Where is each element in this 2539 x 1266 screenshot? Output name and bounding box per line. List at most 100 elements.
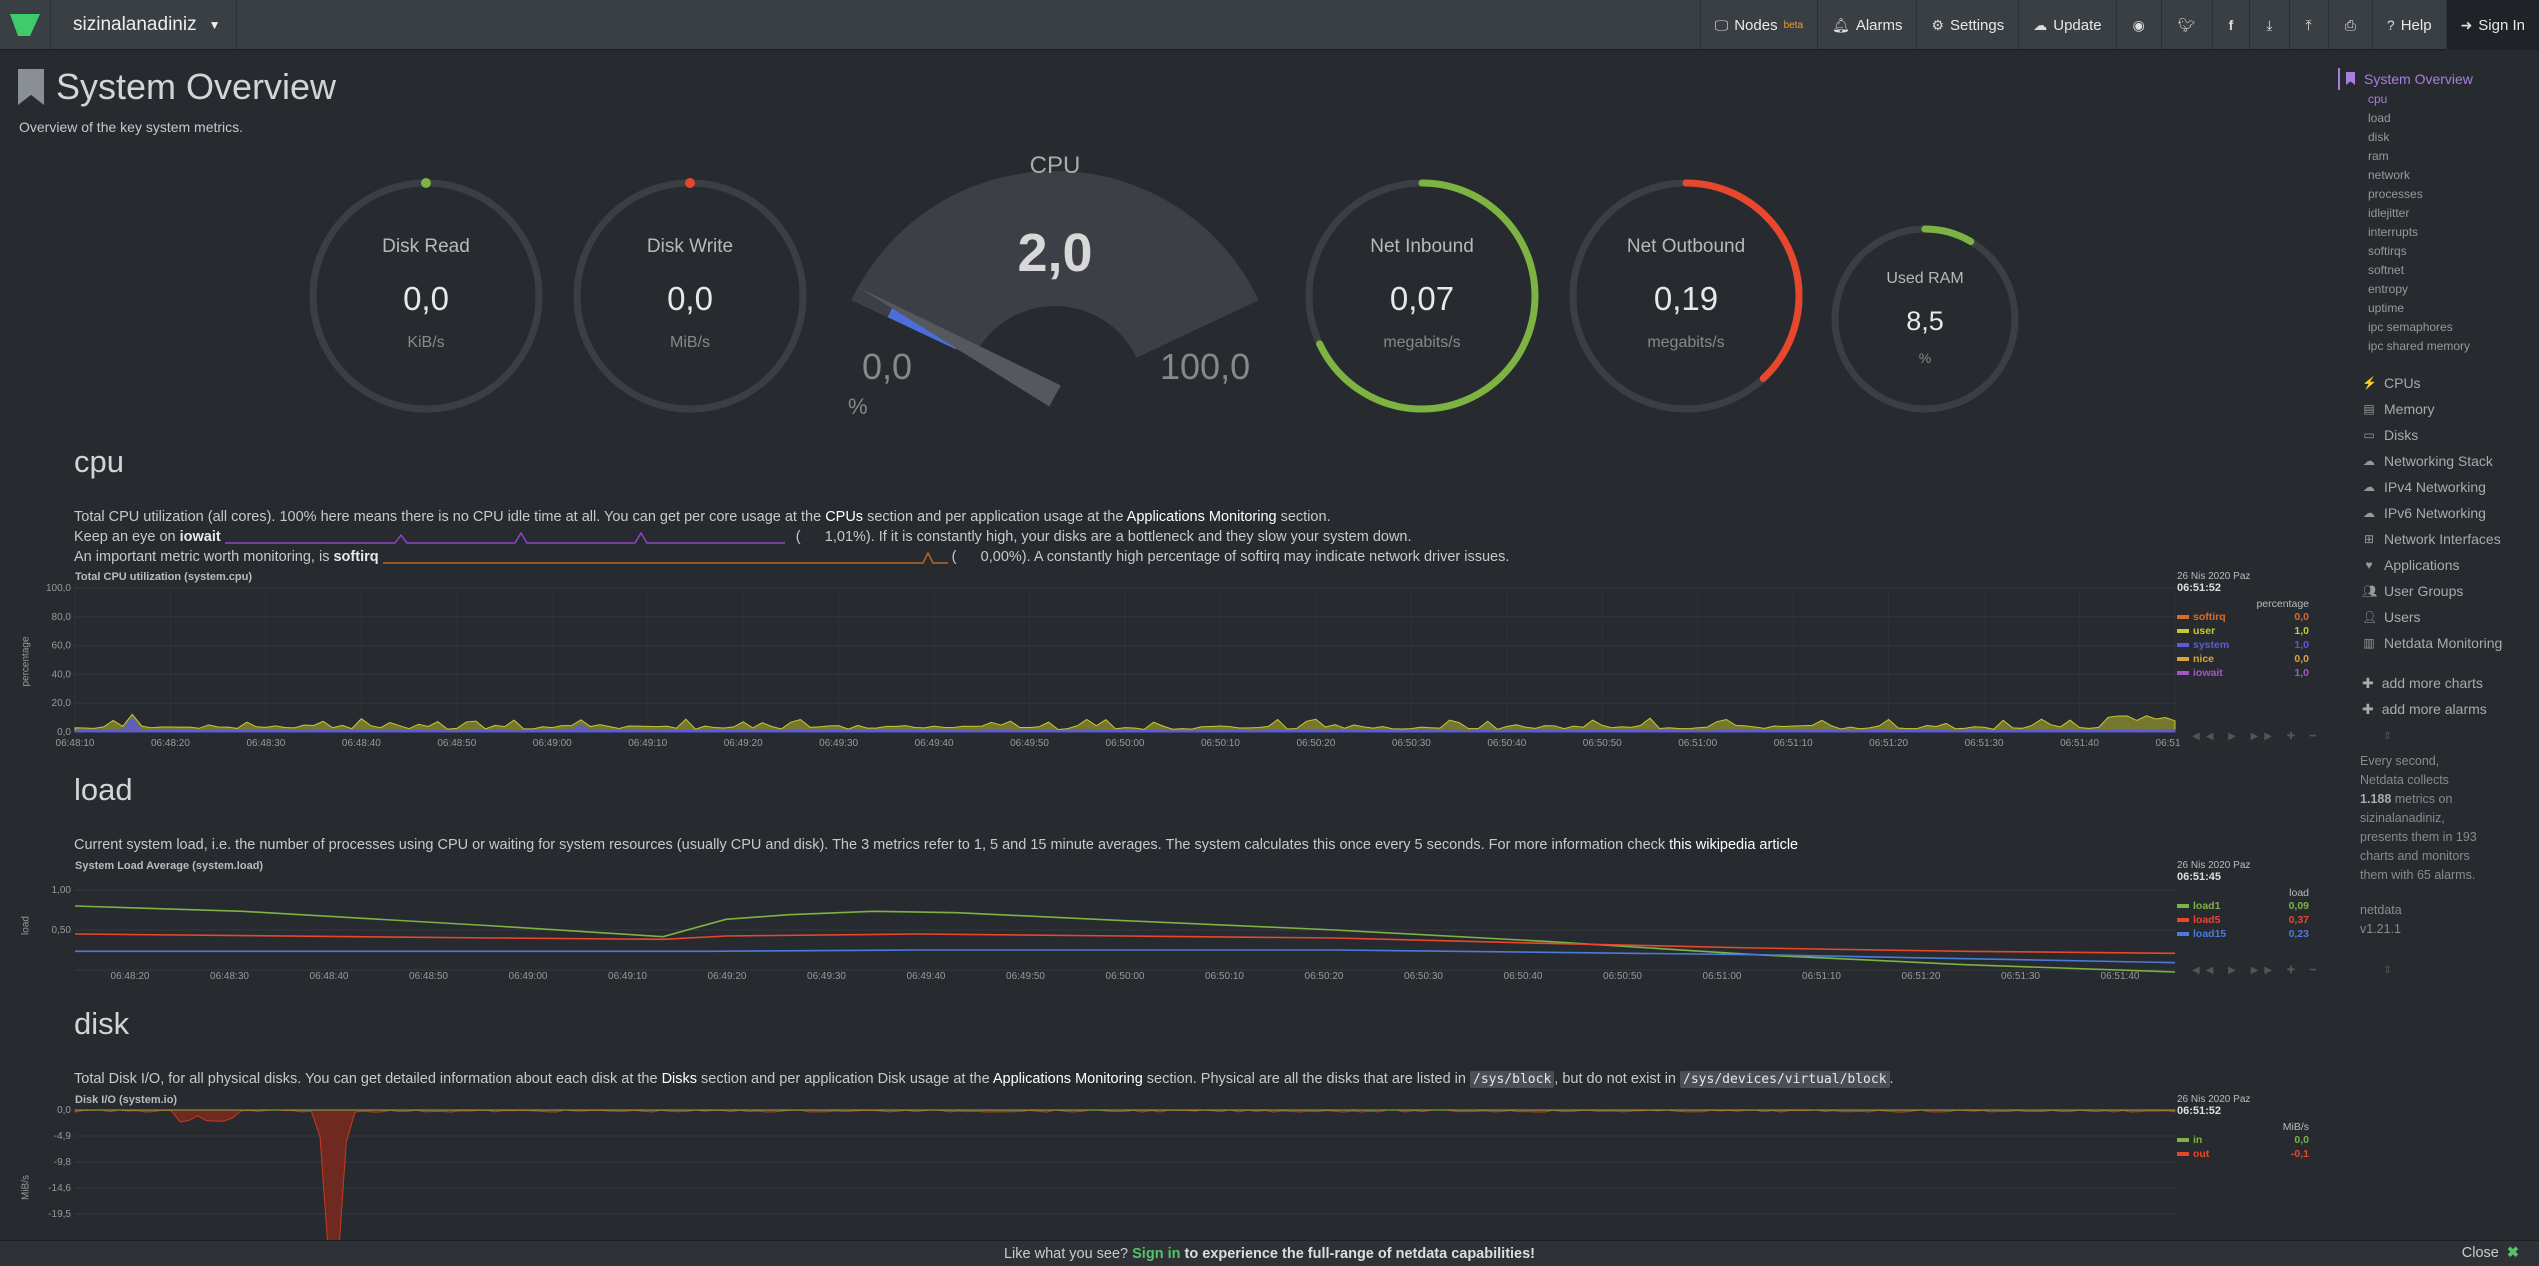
sidebar-sub-load[interactable]: load	[2368, 111, 2391, 125]
legend-item-system[interactable]: system 1,0	[2177, 638, 2309, 652]
github-button[interactable]: ◉	[2115, 0, 2161, 50]
sidebar-sub-network[interactable]: network	[2368, 168, 2411, 182]
sidebar-item-applications[interactable]: ♥ Applications	[2338, 552, 2538, 578]
used-ram-value: 8,5	[1906, 306, 1944, 336]
legend-item-iowait[interactable]: iowait 1,0	[2177, 666, 2309, 680]
x-tick-label: 06:50:30	[1404, 971, 1443, 982]
settings-button[interactable]: ⚙ Settings	[1916, 0, 2018, 50]
cpu-gauge[interactable]: CPU 2,0 0,0 100,0 %	[820, 146, 1290, 426]
help-button[interactable]: ? Help	[2371, 0, 2446, 50]
net-outbound-gauge[interactable]: Net Outbound 0,19 megabits/s	[1566, 176, 1806, 416]
disk-write-gauge[interactable]: Disk Write 0,0 MiB/s	[570, 176, 810, 416]
legend-item-out[interactable]: out -0,1	[2177, 1147, 2309, 1161]
legend-item-softirq[interactable]: softirq 0,0	[2177, 610, 2309, 624]
applications-monitoring-link[interactable]: Applications Monitoring	[992, 1071, 1143, 1087]
disk-read-gauge[interactable]: Disk Read 0,0 KiB/s	[306, 176, 546, 416]
sidebar-sub-interrupts[interactable]: interrupts	[2368, 225, 2419, 239]
used-ram-gauge[interactable]: Used RAM 8,5 %	[1828, 222, 2022, 416]
print-button[interactable]: ⎙	[2327, 0, 2372, 50]
metrics-count: 1.188	[2360, 792, 2392, 806]
legend-item-nice[interactable]: nice 0,0	[2177, 652, 2309, 666]
sidebar-sub-cpu[interactable]: cpu	[2368, 92, 2388, 106]
sidebar-item-user-groups[interactable]: 👥︎ User Groups	[2338, 578, 2538, 604]
bookmark-icon	[2346, 72, 2355, 85]
series-load15	[75, 949, 2176, 964]
sidebar-sub-disk[interactable]: disk	[2368, 130, 2390, 144]
net-outbound-label: Net Outbound	[1626, 236, 1746, 257]
netdata-logo[interactable]	[0, 0, 50, 50]
sidebar-item-ipv6-networking[interactable]: ☁ IPv6 Networking	[2338, 500, 2538, 526]
sidebar-sub-processes[interactable]: processes	[2368, 187, 2423, 201]
legend-item-load5[interactable]: load5 0,37	[2177, 913, 2309, 927]
download-button[interactable]: ⤓	[2249, 0, 2288, 50]
disk-chart[interactable]: 0,0 -4,9 -9,8 -14,6 -19,5	[0, 1104, 2180, 1240]
sign-in-button[interactable]: ➜ Sign In	[2445, 0, 2539, 50]
twitter-button[interactable]: 🐦︎	[2160, 0, 2212, 50]
legend-item-user[interactable]: user 1,0	[2177, 624, 2309, 638]
net-inbound-gauge[interactable]: Net Inbound 0,07 megabits/s	[1302, 176, 1542, 416]
sidebar-sub-ram[interactable]: ram	[2368, 149, 2389, 163]
legend-swatch	[2177, 671, 2189, 675]
brand-name[interactable]: netdata	[2360, 903, 2402, 917]
alarms-button[interactable]: 🔔︎ Alarms	[1817, 0, 1916, 50]
sidebar-sub-softirqs[interactable]: softirqs	[2368, 244, 2407, 258]
sidebar-item-system-overview[interactable]: System Overview	[2338, 68, 2538, 90]
banner-sign-in-link[interactable]: Sign in	[1132, 1245, 1181, 1262]
y-tick-label: -19,5	[48, 1209, 71, 1220]
sidebar-item-network-interfaces[interactable]: ⊞ Network Interfaces	[2338, 526, 2538, 552]
sidebar-item-label: Network Interfaces	[2384, 531, 2501, 547]
used-ram-unit: %	[1918, 350, 1932, 366]
print-icon: ⎙	[2344, 16, 2356, 33]
sidebar-sub-ipc-shared-memory[interactable]: ipc shared memory	[2368, 339, 2471, 353]
sidebar-sub-entropy[interactable]: entropy	[2368, 282, 2409, 296]
sidebar-item-label: IPv6 Networking	[2384, 505, 2486, 521]
x-tick-label: 06:51:00	[1678, 738, 1717, 749]
legend-item-load1[interactable]: load1 0,09	[2177, 899, 2309, 913]
update-button[interactable]: ☁ Update	[2018, 0, 2115, 50]
sidebar-sub-uptime[interactable]: uptime	[2368, 301, 2405, 315]
add-more-alarms-link[interactable]: ✚ add more alarms	[2338, 696, 2538, 722]
sidebar-item-disks[interactable]: ▭ Disks	[2338, 422, 2538, 448]
nodes-button[interactable]: 🖵 Nodes beta	[1699, 0, 1817, 50]
legend-item-in[interactable]: in 0,0	[2177, 1133, 2309, 1147]
disks-link[interactable]: Disks	[661, 1071, 698, 1087]
facebook-button[interactable]: f	[2211, 0, 2250, 50]
load-chart[interactable]: 1,00 0,50 06:48:20 06:48:30 06:48:40 06:48:50…	[0, 870, 2180, 988]
load-chart-controls[interactable]: ◀◀ ▶ ▶▶ ✚ ━ ⇕	[2192, 965, 2398, 976]
sidebar-item-memory[interactable]: ▤ Memory	[2338, 396, 2538, 422]
sidebar-item-networking-stack[interactable]: ☁ Networking Stack	[2338, 448, 2538, 474]
banner-close-button[interactable]: Close ✖	[2462, 1245, 2519, 1261]
question-circle-icon: ?	[2386, 17, 2395, 33]
legend-name: load1	[2193, 900, 2221, 912]
legend-item-load15[interactable]: load15 0,23	[2177, 927, 2309, 941]
y-tick-label: 0,0	[57, 1105, 71, 1116]
cpu-chart[interactable]: 100,0 80,0 60,0 40,0 20,0 0,006:48:10 06:48:20…	[0, 582, 2180, 752]
x-tick-label: 06:51:20	[1902, 971, 1941, 982]
x-tick-label: 06:50:20	[1305, 971, 1344, 982]
hostname-label: sizinalanadiniz	[73, 13, 197, 35]
heartbeat-icon: ♥	[2365, 558, 2373, 572]
sidebar-sub-idlejitter[interactable]: idlejitter	[2368, 206, 2410, 220]
applications-monitoring-link[interactable]: Applications Monitoring	[1126, 509, 1277, 525]
upload-button[interactable]: ⤒	[2288, 0, 2328, 50]
hostname-dropdown[interactable]: sizinalanadiniz ▼	[50, 0, 238, 50]
sidebar-item-netdata-monitoring[interactable]: ▥ Netdata Monitoring	[2338, 630, 2538, 656]
disk-write-label: Disk Write	[646, 236, 734, 257]
info-text: metrics on sizinalanadiniz, presents the…	[2360, 792, 2477, 882]
sign-in-label: Sign In	[2478, 16, 2525, 34]
series-user	[74, 713, 2176, 733]
bolt-icon: ⚡	[2362, 376, 2377, 390]
add-more-charts-link[interactable]: ✚ add more charts	[2338, 670, 2538, 696]
sidebar-item-users[interactable]: 👤︎ Users	[2338, 604, 2538, 630]
sidebar-item-cpus[interactable]: ⚡ CPUs	[2338, 370, 2538, 396]
wikipedia-link[interactable]: this wikipedia article	[1669, 837, 1799, 853]
disk-description: Total Disk I/O, for all physical disks. …	[74, 1069, 1894, 1090]
y-tick-label: -4,9	[54, 1131, 72, 1142]
cpus-link[interactable]: CPUs	[825, 509, 864, 525]
cpu-chart-controls[interactable]: ◀◀ ▶ ▶▶ ✚ ━ ⇕	[2192, 731, 2398, 742]
legend-name: load5	[2193, 914, 2221, 926]
memory-icon: ▤	[2363, 402, 2375, 416]
sidebar-item-ipv4-networking[interactable]: ☁ IPv4 Networking	[2338, 474, 2538, 500]
sidebar-sub-softnet[interactable]: softnet	[2368, 263, 2405, 277]
sidebar-sub-ipc-semaphores[interactable]: ipc semaphores	[2368, 320, 2453, 334]
